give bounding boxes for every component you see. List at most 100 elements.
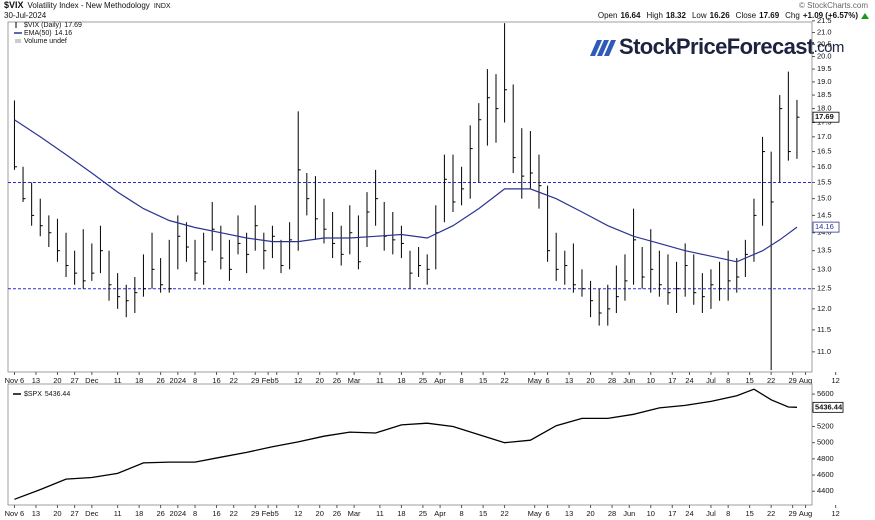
quote-label: Low xyxy=(692,11,707,20)
quote-value: 18.32 xyxy=(666,11,687,20)
logo-text: StockPriceForecast.com xyxy=(619,34,844,59)
logo-name: StockPriceForecast xyxy=(619,34,815,59)
x-tick-label: Jun xyxy=(623,509,635,518)
copyright: © StockCharts.com xyxy=(799,1,868,10)
value-tag xyxy=(812,111,840,123)
y-tick-label: 18.0 xyxy=(817,104,832,113)
x-tick-label: Mar xyxy=(348,509,361,518)
y-tick-label: 4800 xyxy=(817,454,834,463)
logo-slash xyxy=(590,40,602,56)
x-tick-label: 26 xyxy=(333,509,341,518)
logo-suffix: .com xyxy=(814,39,844,56)
x-tick-label: 2024 xyxy=(169,509,186,518)
legend-entry: Volume undef xyxy=(24,38,67,45)
legend-value: 5436.44 xyxy=(45,391,70,398)
y-tick-label: 4600 xyxy=(817,470,834,479)
x-tick-label: Apr xyxy=(434,509,446,518)
x-tick-label: Jul xyxy=(706,509,716,518)
quote-value: +1.09 (+6.57%) xyxy=(803,11,858,20)
logo-slash xyxy=(597,40,609,56)
x-tick-label: 22 xyxy=(230,509,238,518)
index-name: Volatility Index - New Methodology xyxy=(28,1,150,10)
y-tick-label: 11.0 xyxy=(817,347,831,356)
y-tick-label: 14.5 xyxy=(817,210,832,219)
x-tick-label: 11 xyxy=(376,509,384,518)
date: 30-Jul-2024 xyxy=(4,11,47,20)
quote-line: Open 16.64 High 18.32 Low 16.26 Close 17.69 Chg +… xyxy=(598,11,858,20)
x-tick-label: 6 xyxy=(545,376,549,385)
x-tick-label: Aug xyxy=(799,376,812,385)
value-tag-label: 14.16 xyxy=(815,222,834,231)
x-tick-label: 17 xyxy=(668,376,676,385)
up-arrow xyxy=(861,13,869,19)
x-tick-label: 27 xyxy=(70,376,78,385)
legend-swatch xyxy=(15,39,21,43)
y-tick-label: 19.0 xyxy=(817,77,832,86)
x-tick-label: 12 xyxy=(294,376,302,385)
y-tick-label: 13.5 xyxy=(817,246,832,255)
x-tick-label: Nov 6 xyxy=(5,376,25,385)
x-tick-label: 16 xyxy=(212,509,220,518)
x-tick-label: 10 xyxy=(647,376,655,385)
x-tick-label: 15 xyxy=(479,376,487,385)
y-tick-label: 12.0 xyxy=(817,304,832,313)
x-tick-label: 26 xyxy=(156,509,164,518)
y-tick-label: 16.0 xyxy=(817,162,832,171)
legend-value: 14.16 xyxy=(55,30,73,37)
x-tick-label: 15 xyxy=(745,376,753,385)
x-tick-label: 26 xyxy=(333,376,341,385)
panel-frame xyxy=(7,21,813,373)
x-tick-label: Dec xyxy=(85,376,99,385)
x-tick-label: 11 xyxy=(114,509,122,518)
x-tick-label: 20 xyxy=(586,509,594,518)
x-tick-label: 29 xyxy=(251,376,259,385)
y-tick-label: 17.0 xyxy=(817,132,832,141)
quote-label: Chg xyxy=(785,11,800,20)
x-tick-label: Dec xyxy=(85,509,99,518)
x-tick-label: Nov 6 xyxy=(5,509,25,518)
legend-name: $VIX (Daily) xyxy=(24,22,61,29)
x-tick-label: 22 xyxy=(767,509,775,518)
x-tick-label: 13 xyxy=(565,509,573,518)
price-line xyxy=(14,388,798,500)
legend-name: $SPX xyxy=(24,391,42,398)
x-tick-label: 20 xyxy=(316,376,324,385)
x-tick-label: 18 xyxy=(397,376,405,385)
x-tick-label: 13 xyxy=(565,376,573,385)
x-tick-label: May xyxy=(528,376,542,385)
x-tick-label: 8 xyxy=(726,509,730,518)
x-tick-label: Jul xyxy=(706,376,716,385)
x-tick-label: 22 xyxy=(230,376,238,385)
x-tick-label: 12 xyxy=(294,509,302,518)
x-tick-label: 8 xyxy=(193,376,197,385)
x-tick-label: 17 xyxy=(668,509,676,518)
x-tick-label: 25 xyxy=(419,376,427,385)
x-tick-label: 28 xyxy=(608,509,616,518)
legend-entry: $SPX 5436.44 xyxy=(24,391,70,398)
x-tick-label: 24 xyxy=(685,376,693,385)
y-tick-label: 5000 xyxy=(817,438,834,447)
x-tick-label: 11 xyxy=(376,376,384,385)
x-tick-label: 26 xyxy=(156,376,164,385)
x-tick-label: 10 xyxy=(647,509,655,518)
quote-value: 17.69 xyxy=(759,11,780,20)
x-tick-label: 28 xyxy=(608,376,616,385)
y-tick-label: 13.0 xyxy=(817,264,832,273)
y-tick-label: 18.5 xyxy=(817,90,832,99)
x-tick-label: 12 xyxy=(831,376,839,385)
x-tick-label: Apr xyxy=(434,376,446,385)
legend-value: 17.69 xyxy=(64,22,82,29)
y-tick-label: 12.5 xyxy=(817,284,832,293)
x-tick-label: 12 xyxy=(831,509,839,518)
x-tick-label: 11 xyxy=(114,376,122,385)
x-tick-label: 18 xyxy=(135,376,143,385)
x-tick-label: Feb xyxy=(262,509,275,518)
x-tick-label: 20 xyxy=(586,376,594,385)
x-tick-label: 15 xyxy=(745,509,753,518)
quote-label: Close xyxy=(736,11,757,20)
y-tick-label: 5600 xyxy=(817,389,834,398)
legend-name: EMA(50) xyxy=(24,30,52,37)
x-tick-label: 8 xyxy=(460,376,464,385)
x-tick-label: 18 xyxy=(397,509,405,518)
